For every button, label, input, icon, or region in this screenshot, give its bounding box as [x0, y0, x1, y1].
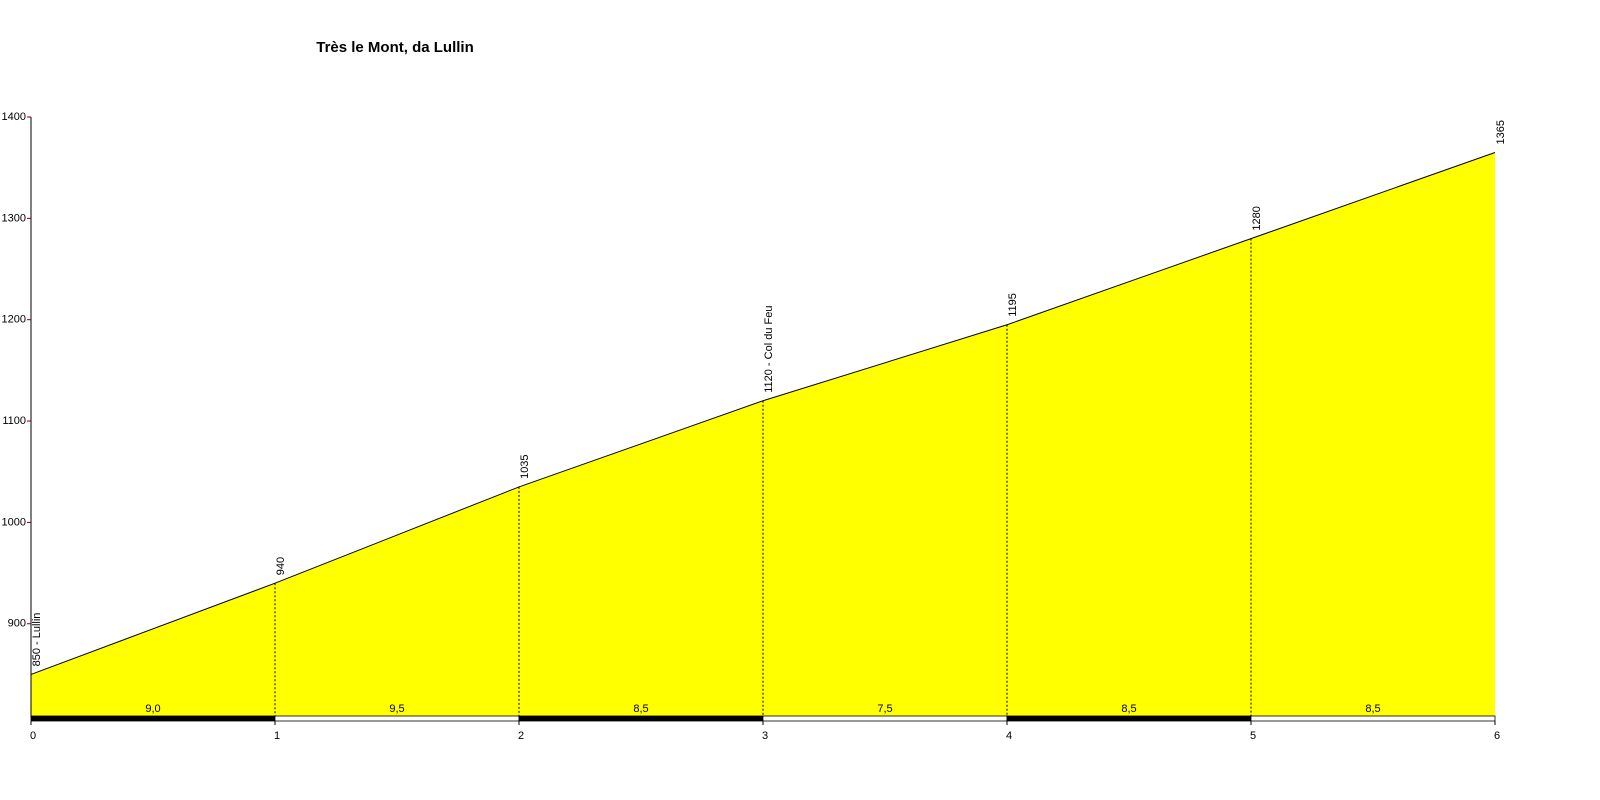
elevation-area	[31, 152, 1495, 718]
point-label: 1035	[519, 454, 531, 478]
y-tick-label: 1100	[2, 415, 26, 427]
x-tick-label: 3	[762, 730, 768, 742]
x-tick-label: 0	[30, 730, 36, 742]
x-tick-label: 5	[1250, 730, 1256, 742]
gradient-segment	[1250, 715, 1496, 722]
y-tick-label: 1000	[2, 516, 26, 528]
gradient-label: 9,5	[389, 703, 404, 715]
point-label: 1195	[1007, 293, 1019, 317]
point-label: 940	[275, 557, 287, 575]
gradient-segment	[30, 715, 276, 722]
gradient-segment	[518, 715, 764, 722]
point-label: 850 - Lullin	[31, 613, 43, 667]
y-tick-label: 1400	[2, 111, 26, 123]
chart-title: Très le Mont, da Lullin	[316, 39, 474, 56]
gradient-segment	[1006, 715, 1252, 722]
point-label: 1365	[1495, 120, 1507, 144]
y-tick-label: 900	[8, 618, 26, 630]
gradient-segment	[274, 715, 520, 722]
point-label: 1280	[1251, 206, 1263, 230]
gradient-segment	[762, 715, 1008, 722]
x-tick-label: 2	[518, 730, 524, 742]
gradient-label: 8,5	[1365, 703, 1380, 715]
x-tick-label: 1	[274, 730, 280, 742]
point-label: 1120 - Col du Feu	[763, 306, 775, 393]
gradient-label: 7,5	[877, 703, 892, 715]
gradient-label: 8,5	[633, 703, 648, 715]
x-tick-label: 4	[1006, 730, 1012, 742]
y-tick-label: 1300	[2, 212, 26, 224]
gradient-label: 8,5	[1121, 703, 1136, 715]
gradient-label: 9,0	[145, 703, 160, 715]
y-tick-label: 1200	[2, 314, 26, 326]
x-tick-label: 6	[1494, 730, 1500, 742]
